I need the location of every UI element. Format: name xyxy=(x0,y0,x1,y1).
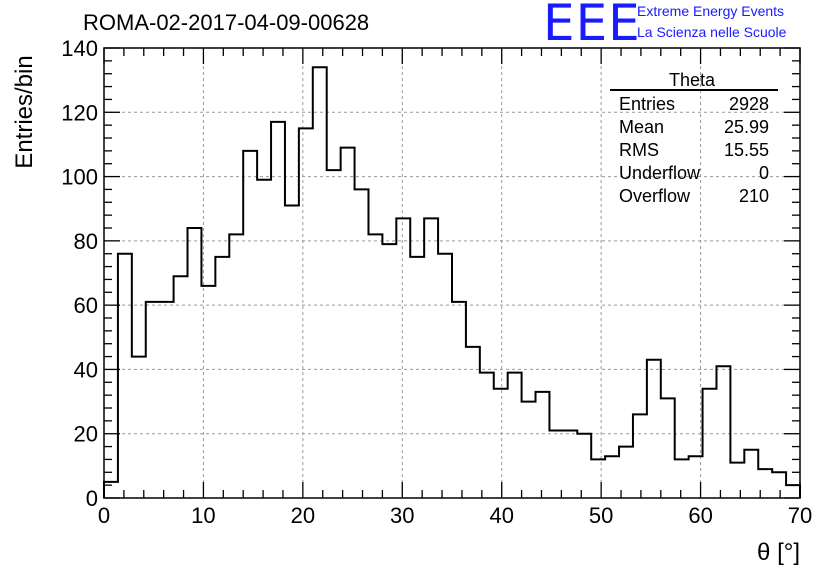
y-tick-label: 0 xyxy=(86,486,98,511)
x-tick-label: 50 xyxy=(589,503,613,528)
x-tick-label: 10 xyxy=(191,503,215,528)
y-tick-label: 40 xyxy=(74,357,98,382)
stats-label: Entries xyxy=(619,94,675,114)
axis-ticks xyxy=(103,47,801,499)
y-tick-label: 100 xyxy=(61,165,98,190)
logo-line-1: Extreme Energy Events xyxy=(637,3,785,19)
y-axis-label: Entries/bin xyxy=(11,55,38,168)
stats-value: 2928 xyxy=(729,94,769,114)
histogram-outline xyxy=(103,66,801,498)
stats-label: Underflow xyxy=(619,163,701,183)
x-tick-label: 70 xyxy=(788,503,812,528)
stats-value: 15.55 xyxy=(724,140,769,160)
x-tick-label: 40 xyxy=(489,503,513,528)
eee-logo: EEE xyxy=(543,0,641,52)
x-tick-label: 30 xyxy=(390,503,414,528)
x-tick-label: 60 xyxy=(688,503,712,528)
plot-frame xyxy=(103,47,801,499)
stats-label: Mean xyxy=(619,117,664,137)
x-tick-label: 0 xyxy=(98,503,110,528)
stats-title: Theta xyxy=(669,70,716,90)
y-tick-label: 140 xyxy=(61,36,98,61)
stats-value: 25.99 xyxy=(724,117,769,137)
stats-value: 0 xyxy=(759,163,769,183)
grid-lines xyxy=(104,48,800,498)
stats-label: Overflow xyxy=(619,186,691,206)
y-tick-labels: 0 20 40 60 80 100 120 140 xyxy=(61,36,98,511)
x-axis-label: θ [°] xyxy=(757,539,800,566)
logo-line-2: La Scienza nelle Scuole xyxy=(637,24,787,40)
chart-title: ROMA-02-2017-04-09-00628 xyxy=(83,10,370,35)
x-tick-label: 20 xyxy=(291,503,315,528)
y-tick-label: 60 xyxy=(74,293,98,318)
y-tick-label: 20 xyxy=(74,422,98,447)
y-tick-label: 120 xyxy=(61,100,98,125)
stats-value: 210 xyxy=(739,186,769,206)
y-tick-label: 80 xyxy=(74,229,98,254)
stats-label: RMS xyxy=(619,140,659,160)
stats-box: Theta Entries 2928 Mean 25.99 RMS 15.55 Underf… xyxy=(610,70,778,206)
x-tick-labels: 0 10 20 30 40 50 60 70 xyxy=(98,503,812,528)
